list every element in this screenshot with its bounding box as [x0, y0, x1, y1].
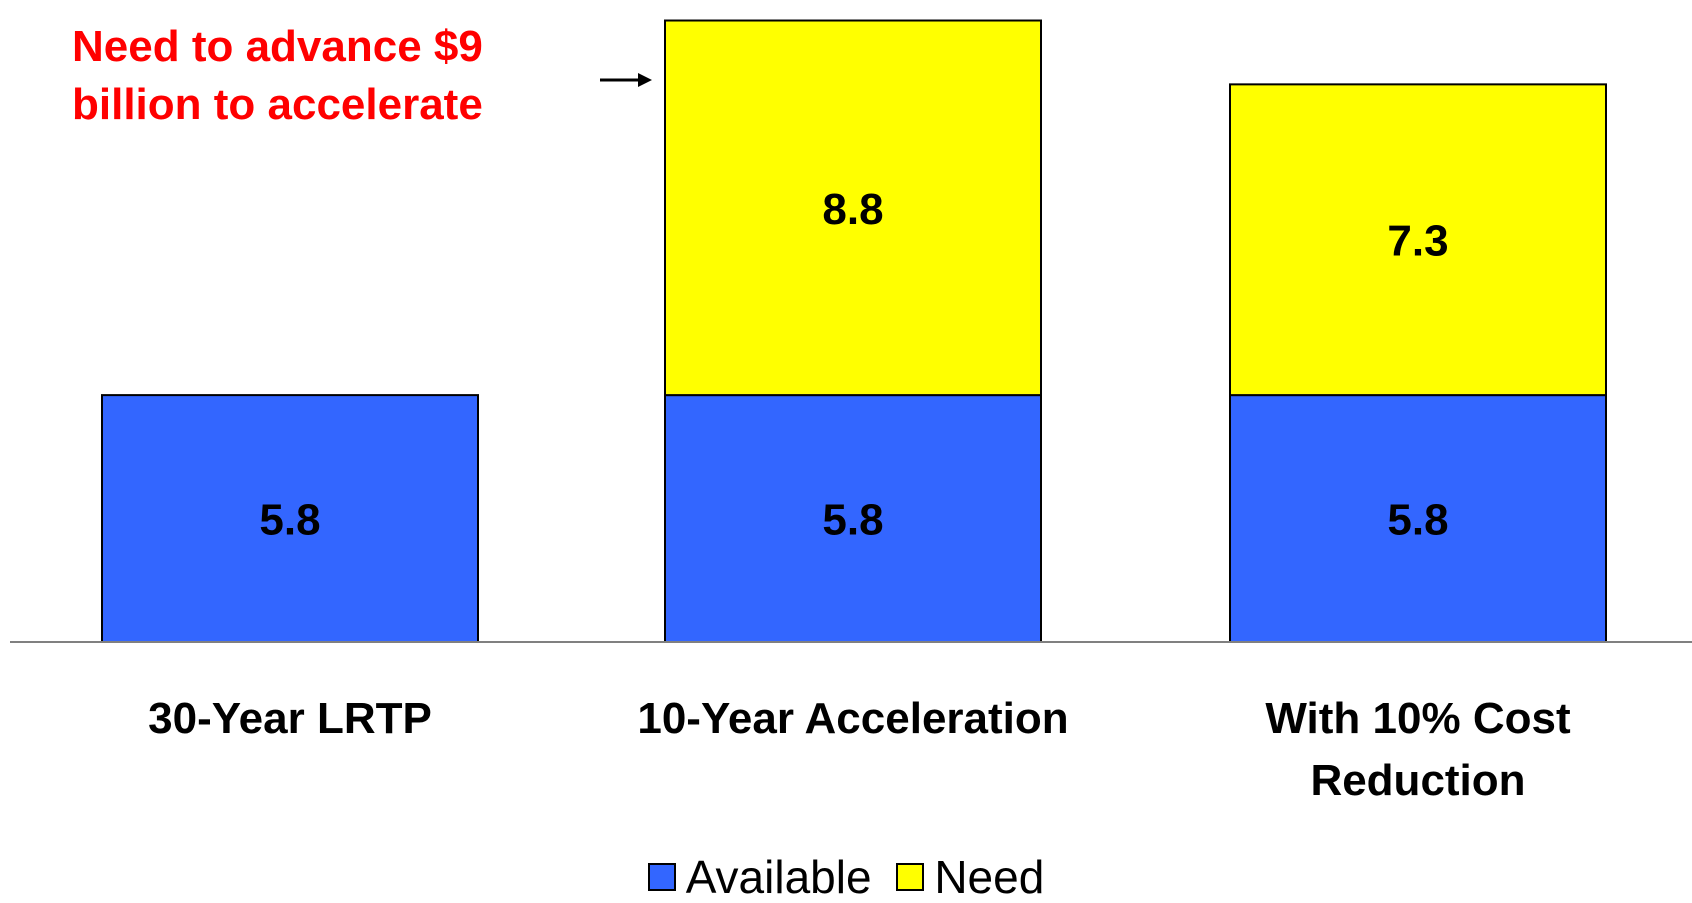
bar-need-with-10-cost-reduction — [1229, 83, 1607, 397]
bar-available-30-year-lrtp — [101, 394, 479, 643]
data-label-need-with-10-cost-reduction: 7.3 — [1387, 217, 1448, 266]
bar-available-10-year-acceleration — [664, 394, 1042, 643]
legend-swatch-available — [647, 863, 676, 891]
x-tick-label-10-year-acceleration: 10-Year Acceleration — [637, 694, 1068, 743]
legend-item-available: Available — [647, 851, 872, 903]
annotation-text: Need to advance $9 billion to accelerate — [72, 22, 483, 129]
data-label-available-30-year-lrtp: 5.8 — [259, 496, 320, 545]
legend-label-available: Available — [685, 851, 872, 903]
bar-available-with-10-cost-reduction — [1229, 394, 1607, 643]
legend-label-need: Need — [934, 851, 1045, 903]
x-tick-label-with-10-cost-reduction: With 10% Cost Reduction — [1265, 694, 1571, 805]
legend-swatch-need — [896, 863, 925, 891]
annotation-arrowhead — [638, 73, 652, 87]
x-tick-label-30-year-lrtp: 30-Year LRTP — [148, 694, 432, 743]
data-label-available-with-10-cost-reduction: 5.8 — [1387, 496, 1448, 545]
data-label-available-10-year-acceleration: 5.8 — [822, 496, 883, 545]
legend-item-need: Need — [896, 852, 1044, 902]
legend: Available Need — [0, 850, 1692, 902]
data-label-need-10-year-acceleration: 8.8 — [822, 185, 883, 234]
bar-need-10-year-acceleration — [664, 19, 1042, 397]
